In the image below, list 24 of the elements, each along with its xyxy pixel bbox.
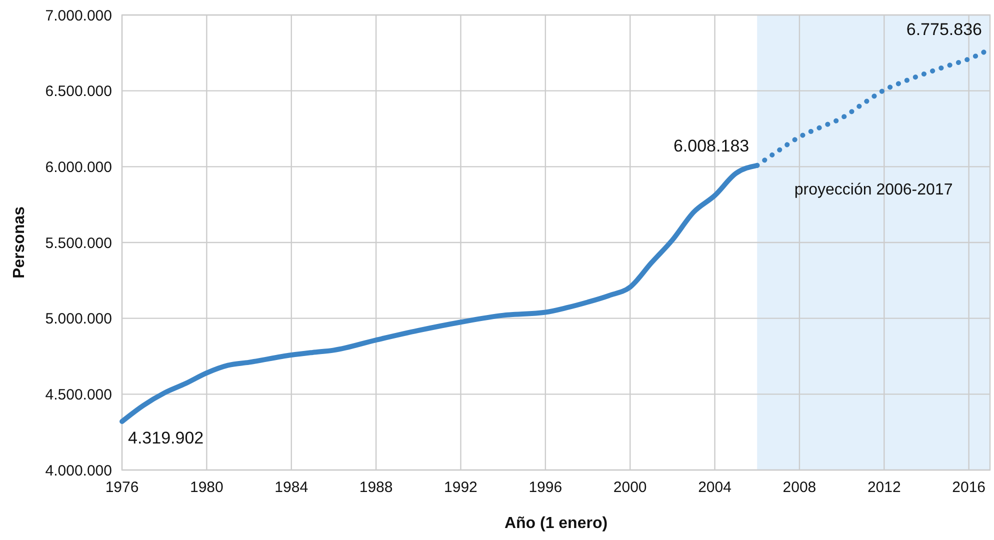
annotation: 6.775.836: [906, 20, 982, 39]
x-tick-label: 2016: [952, 479, 986, 496]
x-tick-label: 1980: [190, 479, 224, 496]
band-label: proyección 2006-2017: [794, 182, 953, 198]
x-tick-label: 1984: [274, 479, 308, 496]
x-tick-label: 2012: [867, 479, 901, 496]
y-axis-title: Personas: [11, 206, 28, 279]
x-tick-label: 1996: [528, 479, 562, 496]
y-tick-label: 7.000.000: [45, 7, 112, 24]
x-tick-label: 2008: [782, 479, 816, 496]
annotation: 6.008.183: [673, 136, 750, 156]
x-tick-label: 2000: [613, 479, 647, 496]
y-tick-label: 5.000.000: [45, 310, 112, 328]
x-axis-title: Año (1 enero): [504, 515, 608, 532]
x-tick-label: 1976: [105, 479, 139, 496]
x-tick-label: 1992: [444, 479, 478, 496]
x-tick-label: 2004: [698, 479, 732, 496]
y-tick-label: 4.500.000: [45, 386, 112, 404]
y-tick-label: 6.000.000: [45, 158, 112, 176]
x-tick-label: 1988: [359, 479, 393, 496]
y-tick-label: 4.000.000: [45, 462, 112, 480]
annotation: 4.319.902: [128, 428, 204, 448]
y-tick-label: 6.500.000: [45, 83, 112, 100]
y-tick-label: 5.500.000: [45, 234, 112, 252]
